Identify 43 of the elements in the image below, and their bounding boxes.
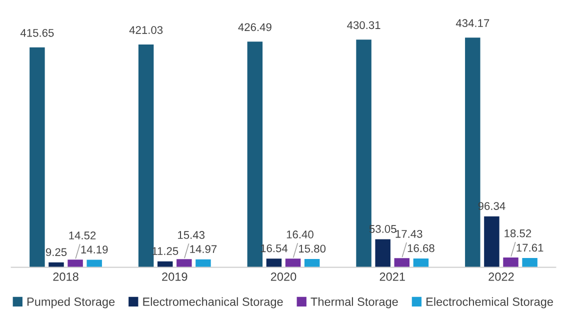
data-label: 426.49 [238,23,272,32]
data-label: 17.43 [396,230,422,238]
data-label: 14.52 [69,232,96,240]
bar [413,258,429,268]
bar [484,216,500,268]
data-label: 17.61 [516,244,544,252]
x-tick-label: 2022 [488,272,514,281]
bar [196,259,211,268]
bar [503,258,518,268]
bar [266,258,282,268]
bar [68,260,83,268]
data-label: 421.03 [129,26,163,34]
bar [138,44,154,268]
data-label: 16.40 [286,230,314,238]
data-label: 14.19 [81,246,108,254]
data-label: 14.97 [190,245,217,254]
x-tick-label: 2019 [162,272,188,281]
bar [176,259,192,268]
x-tick-label: 2018 [53,272,78,281]
bar [48,262,64,268]
bar [394,258,410,268]
legend-label: Electrochemical Storage [426,297,553,308]
bar [304,258,320,268]
data-label: 434.17 [456,19,490,28]
bar [285,258,301,268]
data-label: 430.31 [347,21,380,30]
x-tick-label: 2020 [270,272,296,281]
bar [356,40,372,268]
data-label: 15.43 [178,231,205,239]
data-label: 9.25 [46,248,67,256]
bar [30,47,45,268]
bar [157,261,173,268]
data-label: 15.80 [299,244,326,253]
bar [522,258,538,268]
bar [86,260,102,268]
bar [375,239,390,268]
legend-label: Thermal Storage [310,297,398,308]
legend-label: Pumped Storage [27,297,115,308]
x-tick-label: 2021 [380,272,405,281]
data-label: 415.65 [20,28,54,37]
legend-label: Electromechanical Storage [143,297,283,308]
data-label: 18.52 [504,229,532,238]
data-label: 16.68 [408,244,434,252]
